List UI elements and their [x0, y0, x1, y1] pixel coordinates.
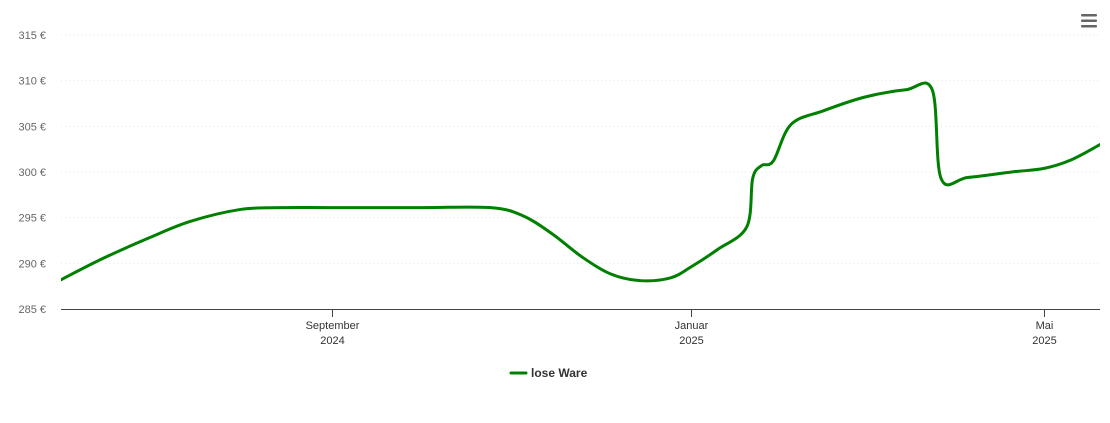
y-tick-label: 295 €	[18, 213, 46, 225]
y-tick-label: 305 €	[18, 121, 46, 133]
x-tick-label-year: 2024	[320, 335, 344, 347]
menu-line-1	[1081, 14, 1097, 17]
series-layer	[61, 81, 1100, 283]
x-tick-label-month: Mai	[1036, 320, 1054, 332]
y-axis: 285 € 290 € 295 € 300 € 305 € 310 € 315 €	[18, 30, 46, 316]
x-axis: September 2024 Januar 2025 Mai 2025	[61, 309, 1100, 347]
x-tick-label-month: Januar	[675, 320, 709, 332]
y-tick-label: 300 €	[18, 167, 46, 179]
y-tick-label: 310 €	[18, 76, 46, 88]
x-tick-label-year: 2025	[679, 335, 703, 347]
series-line-lose-ware[interactable]	[61, 81, 1100, 283]
chart-menu-button[interactable]	[1081, 14, 1097, 28]
x-tick-label-month: September	[306, 320, 360, 332]
x-tick-label-year: 2025	[1032, 335, 1056, 347]
y-tick-label: 290 €	[18, 258, 46, 270]
y-tick-label: 315 €	[18, 30, 46, 42]
legend[interactable]: lose Ware	[509, 366, 588, 380]
menu-line-2	[1081, 19, 1097, 22]
menu-line-3	[1081, 25, 1097, 28]
grid	[61, 34, 1100, 264]
legend-label[interactable]: lose Ware	[531, 366, 588, 380]
y-tick-label: 285 €	[18, 304, 46, 316]
